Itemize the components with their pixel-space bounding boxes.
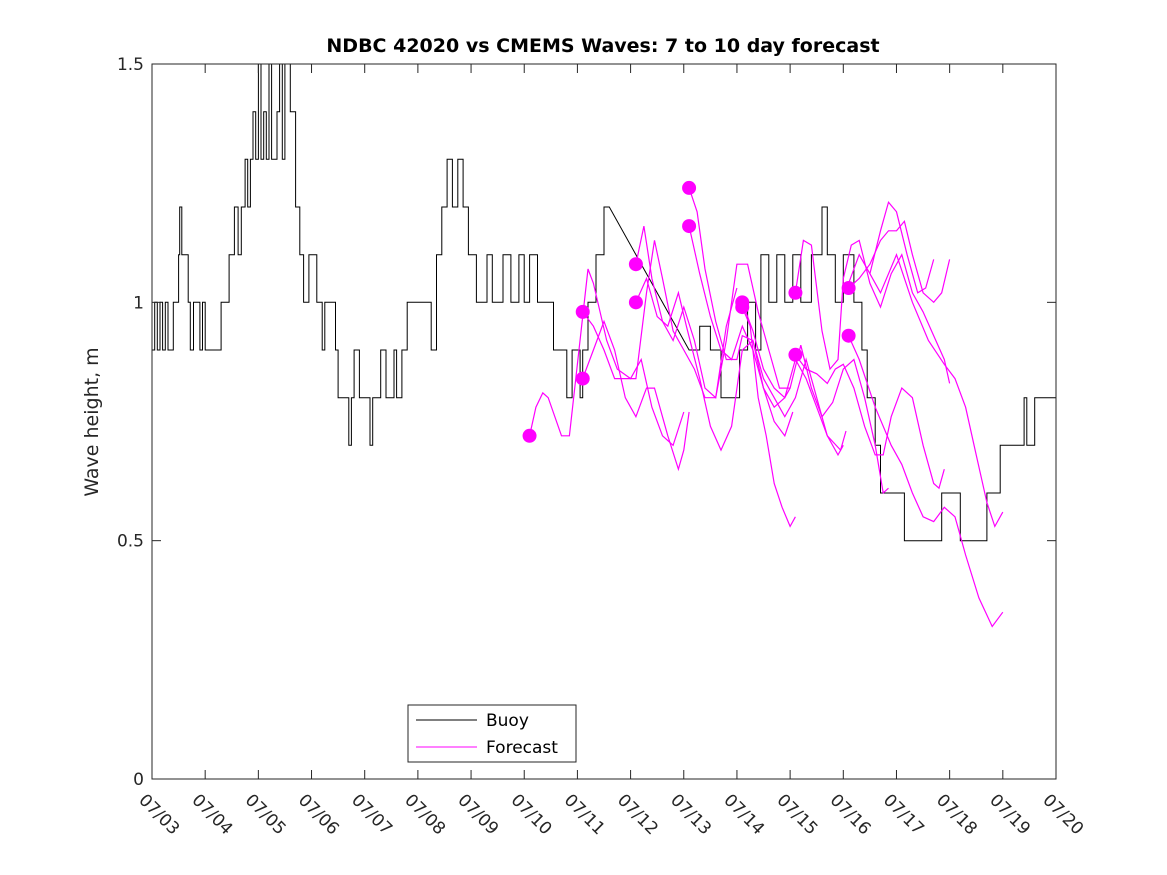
chart-title: NDBC 42020 vs CMEMS Waves: 7 to 10 day f… — [326, 35, 879, 57]
x-tick-label: 07/07 — [347, 790, 396, 839]
y-tick-label: 1 — [133, 293, 144, 313]
forecast-line-7 — [688, 225, 844, 457]
y-axis-label: Wave height, m — [81, 347, 103, 496]
y-tick-label: 0.5 — [117, 532, 144, 552]
x-tick-label: 07/04 — [188, 790, 237, 839]
forecast-line-10 — [794, 239, 951, 384]
x-tick-label: 07/17 — [879, 790, 928, 839]
forecast-start-marker-11 — [788, 347, 803, 362]
forecast-start-marker-13 — [841, 328, 856, 343]
x-tick-label: 07/05 — [241, 790, 290, 839]
x-tick-label: 07/08 — [400, 790, 449, 839]
x-axis: 07/03 07/04 07/05 07/06 07/07 07/08 07/09 07/10… — [134, 64, 1087, 839]
forecast-line-11 — [794, 354, 945, 490]
x-tick-label: 07/11 — [560, 790, 609, 839]
x-tick-label: 07/20 — [1038, 790, 1087, 839]
x-tick-label: 07/09 — [454, 790, 503, 839]
x-tick-label: 07/03 — [134, 790, 183, 839]
forecast-start-marker-3 — [575, 371, 590, 386]
forecast-start-marker-4 — [628, 257, 643, 272]
x-tick-label: 07/15 — [773, 790, 822, 839]
plot-area — [152, 63, 1056, 628]
forecast-line-4 — [635, 225, 791, 399]
y-axis: 0 0.5 1 1.5 — [117, 55, 1056, 790]
x-tick-label: 07/10 — [507, 790, 556, 839]
legend-forecast-label: Forecast — [486, 738, 558, 758]
forecast-line-8 — [741, 302, 889, 495]
forecast-start-marker-12 — [841, 281, 856, 296]
x-tick-label: 07/19 — [985, 790, 1034, 839]
forecast-start-marker-2 — [575, 304, 590, 319]
legend-box — [407, 704, 577, 763]
x-tick-label: 07/16 — [826, 790, 875, 839]
forecast-start-marker-6 — [682, 180, 697, 195]
buoy-series-line — [152, 63, 1056, 542]
forecast-line-1 — [529, 268, 685, 447]
forecast-line-5 — [635, 276, 794, 452]
axes-box — [151, 63, 1057, 780]
forecast-start-marker-7 — [682, 219, 697, 234]
x-tick-label: 07/06 — [294, 790, 343, 839]
forecast-line-2 — [582, 240, 738, 399]
forecast-line-14 — [848, 252, 1004, 528]
forecast-start-marker-9 — [735, 300, 750, 315]
forecast-line-9 — [741, 306, 796, 528]
forecast-line-15 — [869, 200, 935, 294]
x-tick-label: 07/14 — [719, 790, 768, 839]
forecast-start-marker-1 — [522, 428, 537, 443]
forecast-line-3 — [582, 319, 690, 472]
forecast-start-marker-5 — [628, 295, 643, 310]
y-tick-label: 0 — [133, 770, 144, 790]
forecast-start-marker-10 — [788, 285, 803, 300]
forecast-line-13 — [848, 335, 1004, 628]
x-tick-label: 07/13 — [666, 790, 715, 839]
x-tick-label: 07/18 — [932, 790, 981, 839]
y-tick-label: 1.5 — [117, 55, 144, 75]
legend-buoy-label: Buoy — [486, 711, 529, 731]
x-tick-label: 07/12 — [613, 790, 662, 839]
legend: Buoy Forecast — [407, 704, 577, 763]
